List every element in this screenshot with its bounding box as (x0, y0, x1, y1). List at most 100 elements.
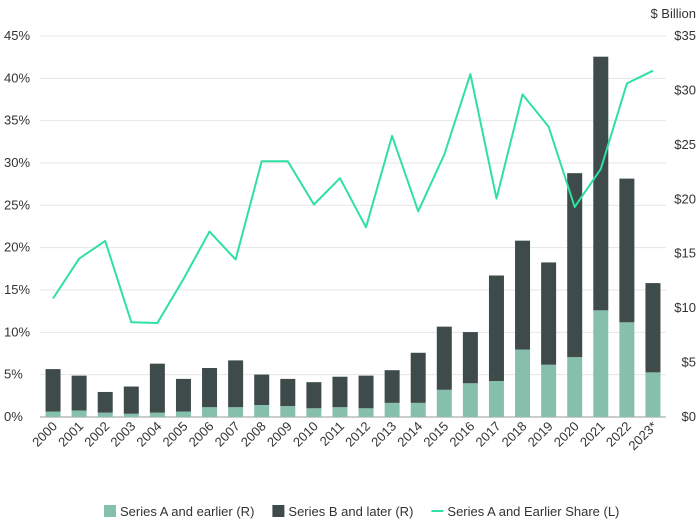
bar-series-a-earlier (436, 389, 452, 417)
bar-series-b-later (358, 375, 374, 409)
right-tick-label: $35 (674, 28, 696, 43)
x-axis: 2000200120022003200420052006200720082009… (29, 419, 660, 454)
x-tick-label: 2005 (160, 419, 191, 450)
x-tick-label: 2023* (625, 419, 660, 454)
right-tick-label: $15 (674, 246, 696, 261)
bar-series-b-later (254, 374, 270, 406)
bar-series-b-later (410, 352, 426, 403)
x-tick-label: 2021 (577, 419, 608, 450)
x-tick-label: 2020 (551, 419, 582, 450)
bar-series-a-earlier (175, 411, 191, 417)
legend-swatch (104, 505, 116, 517)
bar-series-b-later (175, 378, 191, 412)
x-tick-label: 2016 (446, 419, 477, 450)
bar-series-a-earlier (228, 407, 244, 417)
bar-series-b-later (384, 370, 400, 403)
bar-series-a-earlier (306, 408, 322, 417)
bar-series-a-earlier (462, 383, 478, 417)
bar-series-b-later (541, 262, 557, 365)
bar-series-a-earlier (515, 349, 531, 417)
bar-series (45, 56, 661, 417)
bar-series-b-later (280, 378, 296, 407)
right-axis-unit-label: $ Billion (650, 6, 696, 21)
right-tick-label: $10 (674, 300, 696, 315)
bar-series-b-later (488, 275, 504, 382)
bar-series-a-earlier (567, 357, 583, 417)
bar-series-b-later (436, 326, 452, 390)
bar-series-a-earlier (123, 413, 139, 417)
share-line (52, 69, 654, 324)
x-tick-label: 2004 (133, 419, 164, 450)
bar-series-b-later (202, 368, 218, 408)
left-tick-label: 35% (4, 113, 30, 128)
legend-label: Series A and Earlier Share (L) (447, 504, 619, 519)
right-tick-label: $30 (674, 82, 696, 97)
legend-item: Series A and earlier (R) (104, 504, 254, 519)
x-tick-label: 2006 (186, 419, 217, 450)
x-tick-label: 2013 (368, 419, 399, 450)
x-tick-label: 2007 (212, 419, 243, 450)
x-tick-label: 2012 (342, 419, 373, 450)
bar-series-b-later (593, 56, 609, 311)
bar-series-b-later (149, 363, 165, 413)
x-tick-label: 2019 (525, 419, 556, 450)
bar-series-b-later (332, 376, 348, 408)
x-tick-label: 2001 (55, 419, 86, 450)
x-tick-label: 2008 (238, 419, 269, 450)
right-tick-label: $5 (682, 355, 696, 370)
legend-label: Series A and earlier (R) (120, 504, 254, 519)
bar-series-a-earlier (149, 412, 165, 417)
x-tick-label: 2018 (499, 419, 530, 450)
legend-item: Series B and later (R) (272, 504, 413, 519)
bar-series-a-earlier (410, 402, 426, 417)
bar-series-b-later (645, 283, 661, 373)
bar-series-b-later (462, 332, 478, 384)
x-tick-label: 2011 (317, 419, 347, 449)
x-tick-label: 2017 (473, 419, 504, 450)
bar-series-a-earlier (384, 402, 400, 417)
bar-series-a-earlier (254, 405, 270, 417)
left-tick-label: 25% (4, 197, 30, 212)
bar-series-b-later (123, 386, 139, 414)
x-tick-label: 2009 (264, 419, 295, 450)
left-tick-label: 20% (4, 240, 30, 255)
legend-item: Series A and Earlier Share (L) (431, 504, 619, 519)
left-tick-label: 45% (4, 28, 30, 43)
right-axis: $0 $5 $10 $15 $20 $25 $30 $35 (674, 28, 696, 424)
bar-series-b-later (228, 360, 244, 408)
left-axis: 0% 5% 10% 15% 20% 25% 30% 35% 40% 45% (4, 28, 30, 424)
bar-series-a-earlier (202, 407, 218, 417)
left-tick-label: 40% (4, 70, 30, 85)
right-tick-label: $25 (674, 137, 696, 152)
bar-series-b-later (306, 382, 322, 409)
bar-series-b-later (515, 240, 531, 350)
bar-series-a-earlier (541, 364, 557, 417)
bar-series-a-earlier (593, 310, 609, 417)
x-tick-label: 2000 (29, 419, 60, 450)
bar-series-a-earlier (619, 322, 635, 417)
legend: Series A and earlier (R) Series B and lat… (104, 504, 619, 519)
bar-series-b-later (567, 173, 583, 358)
bar-series-b-later (45, 369, 61, 412)
bar-series-a-earlier (645, 372, 661, 417)
x-tick-label: 2015 (420, 419, 451, 450)
x-tick-label: 2014 (394, 419, 425, 450)
gridlines (40, 35, 666, 418)
legend-swatch (272, 505, 285, 517)
x-tick-label: 2010 (290, 419, 321, 450)
x-tick-label: 2003 (107, 419, 138, 450)
left-tick-label: 30% (4, 155, 30, 170)
bar-series-a-earlier (97, 412, 113, 417)
bar-series-a-earlier (358, 408, 374, 417)
bar-series-a-earlier (280, 406, 296, 417)
bar-series-b-later (97, 391, 113, 413)
legend-label: Series B and later (R) (288, 504, 413, 519)
line-series (52, 69, 654, 324)
right-tick-label: $20 (674, 191, 696, 206)
bar-series-a-earlier (71, 410, 87, 417)
left-tick-label: 10% (4, 324, 30, 339)
bar-series-b-later (619, 178, 635, 323)
left-tick-label: 15% (4, 282, 30, 297)
